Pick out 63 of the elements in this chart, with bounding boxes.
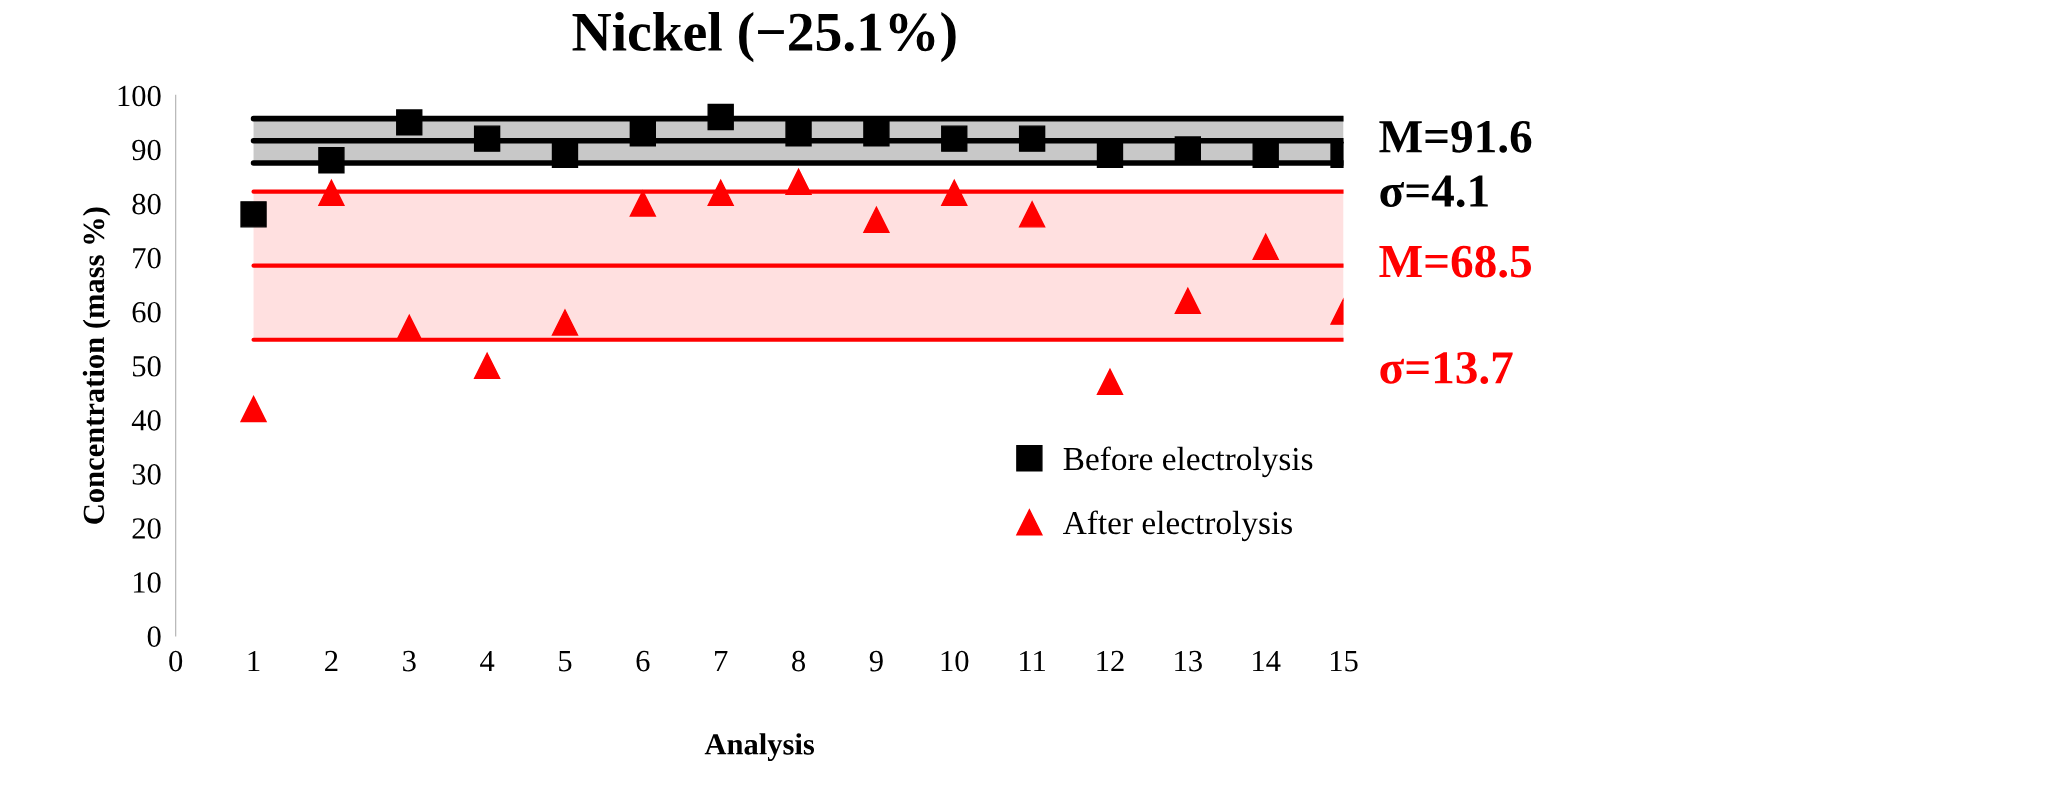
x-axis-title: Analysis: [704, 733, 815, 761]
point: [473, 125, 501, 152]
point: [1096, 368, 1124, 396]
point: [551, 141, 579, 169]
point: [1018, 125, 1046, 152]
point: [863, 206, 890, 233]
point: [1252, 141, 1279, 169]
point: [1174, 136, 1202, 163]
point: [1252, 233, 1279, 260]
x-tick-label: 3: [403, 650, 416, 672]
x-tick-label: 5: [559, 651, 572, 672]
point: [785, 120, 812, 147]
x-tick-label: 7: [715, 651, 728, 672]
y-tick-label: 70: [133, 247, 161, 269]
ref-line-label: M=91.6: [1379, 120, 1532, 153]
point: [707, 103, 734, 131]
band-label: σ=4.1: [1380, 175, 1488, 208]
y-tick-label: 100: [118, 85, 161, 107]
x-tick-label: 14: [1253, 650, 1281, 672]
legend-label: Before electrolysis: [1063, 446, 1313, 478]
legend-label: After electrolysis: [1063, 510, 1292, 542]
point: [318, 179, 345, 206]
point: [240, 395, 267, 423]
point: [629, 190, 657, 217]
point: [863, 120, 890, 147]
y-tick-label: 80: [132, 193, 161, 215]
y-tick-label: 30: [132, 464, 161, 485]
y-tick-label: 0: [147, 626, 161, 647]
y-tick-label: 50: [133, 355, 161, 377]
x-tick-label: 9: [869, 650, 883, 672]
x-tick-label: 12: [1097, 650, 1124, 672]
point: [396, 109, 423, 136]
point: [941, 179, 968, 206]
x-tick-label: 13: [1175, 650, 1202, 672]
point: [785, 168, 812, 196]
x-tick-label: 15: [1330, 650, 1358, 672]
ref-line-label: M=68.5: [1379, 245, 1531, 278]
point: [551, 309, 579, 336]
point: [240, 201, 267, 228]
x-tick-label: 0: [169, 650, 183, 672]
x-tick-label: 1: [248, 650, 260, 672]
y-axis-title: Concentration (mass %): [82, 207, 111, 524]
y-tick-label: 20: [132, 518, 161, 539]
x-tick-label: 2: [325, 650, 338, 672]
band-label: σ=13.7: [1380, 352, 1513, 384]
point: [1174, 287, 1202, 315]
y-tick-label: 90: [132, 139, 161, 161]
x-tick-label: 4: [480, 650, 495, 672]
point: [1096, 141, 1124, 169]
point: [318, 147, 345, 174]
chart-title: Nickel (−25.1%): [572, 11, 956, 63]
point: [941, 125, 968, 152]
point: [707, 179, 734, 206]
y-tick-label: 60: [132, 301, 161, 323]
x-tick-label: 11: [1020, 650, 1045, 672]
x-tick-label: 6: [636, 650, 650, 672]
x-tick-label: 8: [792, 650, 806, 672]
y-tick-label: 40: [131, 410, 161, 431]
point: [629, 120, 657, 147]
x-tick-label: 10: [941, 650, 969, 672]
y-tick-label: 10: [133, 572, 161, 593]
point: [1018, 201, 1046, 228]
point: [473, 352, 501, 379]
